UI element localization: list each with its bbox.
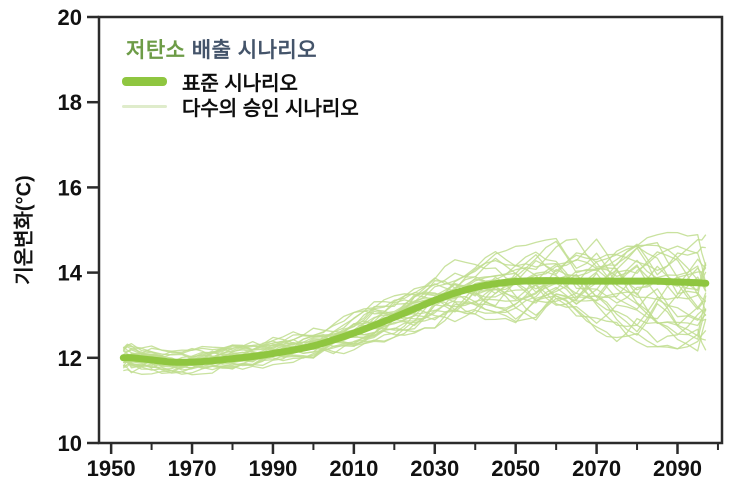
median-line — [119, 277, 710, 366]
legend-item-standard-scenario: 표준 시나리오 — [122, 70, 359, 95]
x-tick-label: 2010 — [329, 456, 378, 481]
chart-title: 저탄소 배출 시나리오 — [126, 34, 317, 64]
y-tick-label: 12 — [58, 346, 82, 371]
legend: 표준 시나리오 다수의 승인 시나리오 — [122, 70, 359, 120]
x-tick-label: 2070 — [572, 456, 621, 481]
legend-item-ensemble-scenario: 다수의 승인 시나리오 — [122, 95, 359, 120]
legend-label-ensemble: 다수의 승인 시나리오 — [182, 97, 359, 120]
ensemble-line — [122, 237, 707, 371]
y-tick-label: 18 — [58, 90, 82, 115]
y-tick-label: 14 — [58, 261, 83, 286]
ensemble-line — [122, 240, 706, 374]
x-tick-label: 1950 — [87, 456, 136, 481]
y-tick-label: 20 — [58, 5, 82, 30]
thin-line-swatch-icon — [122, 104, 167, 108]
ensemble-line — [122, 238, 707, 376]
chart-title-highlight: 저탄소 — [126, 39, 186, 62]
thick-line-swatch-icon — [122, 76, 167, 86]
ensemble-line — [122, 231, 707, 361]
ensemble-line — [122, 245, 707, 368]
x-tick-label: 2090 — [653, 456, 702, 481]
ensemble-line — [122, 271, 707, 370]
chart-title-rest: 배출 시나리오 — [185, 39, 318, 62]
ensemble-line — [122, 251, 707, 364]
x-tick-label: 2050 — [491, 456, 540, 481]
y-axis-title: 기온변화(°C) — [13, 175, 36, 285]
y-tick-label: 10 — [58, 431, 82, 456]
x-tick-label: 1970 — [168, 456, 217, 481]
x-tick-label: 2030 — [410, 456, 459, 481]
y-tick-label: 16 — [58, 175, 82, 200]
plot-border — [97, 15, 724, 445]
legend-label-standard: 표준 시나리오 — [182, 72, 298, 95]
x-tick-label: 1990 — [248, 456, 297, 481]
